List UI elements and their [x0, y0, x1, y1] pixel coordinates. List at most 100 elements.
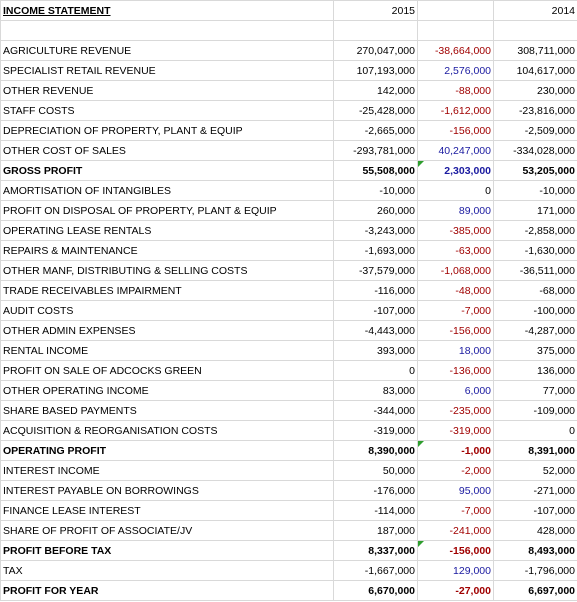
value-cell: 375,000: [493, 340, 577, 361]
diff-cell: -156,000: [417, 320, 494, 341]
row-label: DEPRECIATION OF PROPERTY, PLANT & EQUIP: [0, 120, 334, 141]
diff-cell: -63,000: [417, 240, 494, 261]
value-cell: -4,443,000: [333, 320, 418, 341]
value-cell: 0: [333, 360, 418, 381]
empty-cell: [0, 20, 334, 41]
diff-cell: -88,000: [417, 80, 494, 101]
row: FINANCE LEASE INTEREST -114,000 -7,000 -107…: [0, 500, 577, 521]
row-label: PROFIT BEFORE TAX: [0, 540, 334, 561]
row-label: PROFIT ON SALE OF ADCOCKS GREEN: [0, 360, 334, 381]
value-cell: -1,630,000: [493, 240, 577, 261]
row-label: OPERATING PROFIT: [0, 440, 334, 461]
diff-cell: 129,000: [417, 560, 494, 581]
row-label: ACQUISITION & REORGANISATION COSTS: [0, 420, 334, 441]
row-label: SPECIALIST RETAIL REVENUE: [0, 60, 334, 81]
diff-cell: -48,000: [417, 280, 494, 301]
diff-cell: 18,000: [417, 340, 494, 361]
value-cell: -3,243,000: [333, 220, 418, 241]
value-cell: 230,000: [493, 80, 577, 101]
diff-cell: 0: [417, 180, 494, 201]
value-cell: 107,193,000: [333, 60, 418, 81]
row-label: AGRICULTURE REVENUE: [0, 40, 334, 61]
row: STAFF COSTS -25,428,000 -1,612,000 -23,816,…: [0, 100, 577, 121]
value-cell: -319,000: [333, 420, 418, 441]
value-cell: -107,000: [493, 500, 577, 521]
value-cell: -2,665,000: [333, 120, 418, 141]
empty-cell: [417, 20, 494, 41]
row-label: PROFIT ON DISPOSAL OF PROPERTY, PLANT & …: [0, 200, 334, 221]
row-label: OTHER COST OF SALES: [0, 140, 334, 161]
diff-cell: 2,576,000: [417, 60, 494, 81]
row: PROFIT FOR YEAR 6,670,000 -27,000 6,697,000: [0, 580, 577, 601]
value-cell: -68,000: [493, 280, 577, 301]
row-label: AMORTISATION OF INTANGIBLES: [0, 180, 334, 201]
row: INTEREST INCOME 50,000 -2,000 52,000: [0, 460, 577, 481]
value-cell: -2,509,000: [493, 120, 577, 141]
value-cell: 136,000: [493, 360, 577, 381]
value-cell: 393,000: [333, 340, 418, 361]
row: OPERATING LEASE RENTALS -3,243,000 -385,00…: [0, 220, 577, 241]
value-cell: -271,000: [493, 480, 577, 501]
row: SHARE OF PROFIT OF ASSOCIATE/JV 187,000 -2…: [0, 520, 577, 541]
diff-cell: 89,000: [417, 200, 494, 221]
value-cell: -293,781,000: [333, 140, 418, 161]
value-cell: 6,670,000: [333, 580, 418, 601]
value-cell: 428,000: [493, 520, 577, 541]
value-cell: 0: [493, 420, 577, 441]
row-label: TRADE RECEIVABLES IMPAIRMENT: [0, 280, 334, 301]
row: TRADE RECEIVABLES IMPAIRMENT -116,000 -48,…: [0, 280, 577, 301]
diff-cell: -7,000: [417, 300, 494, 321]
value-cell: -1,796,000: [493, 560, 577, 581]
value-cell: -25,428,000: [333, 100, 418, 121]
value-cell: 8,391,000: [493, 440, 577, 461]
diff-cell: -27,000: [417, 580, 494, 601]
value-cell: 50,000: [333, 460, 418, 481]
row-label: SHARE BASED PAYMENTS: [0, 400, 334, 421]
row: AMORTISATION OF INTANGIBLES -10,000 0 -10,0…: [0, 180, 577, 201]
row: PROFIT ON SALE OF ADCOCKS GREEN 0 -136,000…: [0, 360, 577, 381]
value-cell: -10,000: [333, 180, 418, 201]
row-label: TAX: [0, 560, 334, 581]
value-cell: -37,579,000: [333, 260, 418, 281]
row: RENTAL INCOME 393,000 18,000 375,000: [0, 340, 577, 361]
row: OTHER ADMIN EXPENSES -4,443,000 -156,000 -4…: [0, 320, 577, 341]
value-cell: -2,858,000: [493, 220, 577, 241]
empty-cell: [333, 20, 418, 41]
value-cell: -4,287,000: [493, 320, 577, 341]
row: GROSS PROFIT 55,508,000 2,303,000 53,205,00…: [0, 160, 577, 181]
value-cell: -100,000: [493, 300, 577, 321]
row: PROFIT ON DISPOSAL OF PROPERTY, PLANT & …: [0, 200, 577, 221]
row-label: OTHER REVENUE: [0, 80, 334, 101]
diff-cell: -235,000: [417, 400, 494, 421]
diff-cell: -7,000: [417, 500, 494, 521]
value-cell: -176,000: [333, 480, 418, 501]
diff-cell: -241,000: [417, 520, 494, 541]
value-cell: 77,000: [493, 380, 577, 401]
diff-cell: -38,664,000: [417, 40, 494, 61]
diff-cell: -2,000: [417, 460, 494, 481]
row: OTHER REVENUE 142,000 -88,000 230,000: [0, 80, 577, 101]
row-label: FINANCE LEASE INTEREST: [0, 500, 334, 521]
row: AGRICULTURE REVENUE 270,047,000 -38,664,00…: [0, 40, 577, 61]
diff-cell: -1,612,000: [417, 100, 494, 121]
value-cell: 308,711,000: [493, 40, 577, 61]
value-cell: -10,000: [493, 180, 577, 201]
row: DEPRECIATION OF PROPERTY, PLANT & EQUIP -…: [0, 120, 577, 141]
row: OTHER OPERATING INCOME 83,000 6,000 77,000: [0, 380, 577, 401]
row: SHARE BASED PAYMENTS -344,000 -235,000 -109…: [0, 400, 577, 421]
diff-cell: -1,000: [417, 440, 494, 461]
row-label: OPERATING LEASE RENTALS: [0, 220, 334, 241]
value-cell: 187,000: [333, 520, 418, 541]
value-cell: -109,000: [493, 400, 577, 421]
value-cell: -344,000: [333, 400, 418, 421]
error-flag: [418, 441, 424, 447]
row-label: AUDIT COSTS: [0, 300, 334, 321]
row-label: INTEREST INCOME: [0, 460, 334, 481]
row-label: GROSS PROFIT: [0, 160, 334, 181]
diff-cell: 40,247,000: [417, 140, 494, 161]
diff-cell: -156,000: [417, 540, 494, 561]
value-cell: 270,047,000: [333, 40, 418, 61]
